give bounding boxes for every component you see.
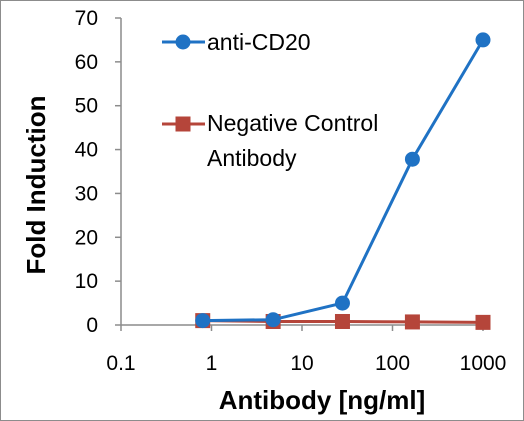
legend-marker-negative-control <box>175 116 191 132</box>
x-tick-label: 100 <box>375 352 410 375</box>
y-tick-label: 10 <box>75 270 98 293</box>
x-tick-label: 10 <box>290 352 313 375</box>
data-point-negative-control-antibody <box>475 314 491 330</box>
data-point-anti-cd20 <box>265 312 281 328</box>
y-ticks: 0 10 20 30 40 50 60 70 <box>75 7 121 337</box>
y-tick-label: 30 <box>75 182 98 205</box>
axes <box>120 18 483 326</box>
x-tick-label: 1000 <box>460 352 507 375</box>
series-group <box>195 32 491 330</box>
legend-label-anti-cd20: anti-CD20 <box>207 29 311 55</box>
y-tick-label: 50 <box>75 95 98 118</box>
y-tick-label: 70 <box>75 7 98 30</box>
legend: anti-CD20 Negative Control Antibody <box>162 29 378 171</box>
x-tick-label: 1 <box>206 352 218 375</box>
y-tick-label: 20 <box>75 226 98 249</box>
y-axis-title: Fold Induction <box>21 95 51 274</box>
series-line-anti-cd20 <box>202 39 485 323</box>
data-point-anti-cd20 <box>404 151 420 167</box>
legend-marker-anti-cd20 <box>175 34 191 50</box>
data-point-anti-cd20 <box>475 32 491 48</box>
data-point-negative-control-antibody <box>404 314 420 330</box>
x-axis-title: Antibody [ng/ml] <box>219 385 426 415</box>
y-tick-label: 60 <box>75 51 98 74</box>
y-tick-label: 40 <box>75 139 98 162</box>
legend-label-negative-control-line1: Negative Control <box>207 110 378 136</box>
data-point-anti-cd20 <box>334 295 350 311</box>
x-ticks: 0.1 1 10 100 1000 <box>106 325 506 375</box>
x-tick-label: 0.1 <box>106 352 135 375</box>
data-point-negative-control-antibody <box>334 313 350 329</box>
legend-label-negative-control-line2: Antibody <box>207 145 297 171</box>
y-tick-label: 0 <box>86 314 98 337</box>
data-point-anti-cd20 <box>195 313 211 329</box>
